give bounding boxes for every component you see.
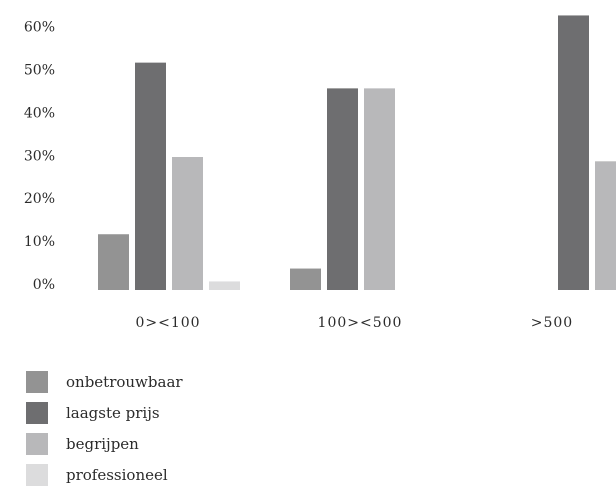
bar xyxy=(595,161,616,290)
legend-item: begrijpen xyxy=(26,428,183,459)
legend-item: laagste prijs xyxy=(26,397,183,428)
legend-item: onbetrouwbaar xyxy=(26,366,183,397)
legend-label: professioneel xyxy=(66,465,168,484)
x-tick-label: 0><100 xyxy=(135,315,200,330)
y-axis-ticks: 0% 10% 20% 30% 40% 50% 60% xyxy=(24,20,55,293)
y-tick-label: 50% xyxy=(24,63,55,79)
legend-swatch xyxy=(26,463,48,486)
bar xyxy=(209,281,240,290)
bar xyxy=(98,234,129,290)
bars xyxy=(98,15,616,291)
bar xyxy=(364,88,395,291)
y-tick-label: 20% xyxy=(24,191,55,207)
legend-item: professioneel xyxy=(26,459,183,490)
legend-swatch xyxy=(26,370,48,393)
bar xyxy=(290,268,321,290)
y-tick-label: 0% xyxy=(33,277,55,293)
legend-label: laagste prijs xyxy=(66,403,160,422)
x-tick-label: >500 xyxy=(531,315,573,330)
bar xyxy=(558,15,589,290)
y-tick-label: 30% xyxy=(24,148,55,164)
y-tick-label: 10% xyxy=(24,234,55,250)
legend-label: onbetrouwbaar xyxy=(66,372,183,391)
y-tick-label: 40% xyxy=(24,105,55,121)
legend: onbetrouwbaar laagste prijs begrijpen profe… xyxy=(26,366,183,490)
y-tick-label: 60% xyxy=(24,20,55,36)
legend-label: begrijpen xyxy=(66,434,139,453)
bar xyxy=(135,62,166,290)
bar xyxy=(327,88,358,291)
legend-swatch xyxy=(26,432,48,455)
x-axis-ticks: 0><100 100><500 >500 xyxy=(135,315,573,330)
x-tick-label: 100><500 xyxy=(318,315,403,330)
bar-chart: 0% 10% 20% 30% 40% 50% 60% 0><100 100><500 >500 xyxy=(24,15,616,330)
bar xyxy=(172,157,203,290)
legend-swatch xyxy=(26,401,48,424)
